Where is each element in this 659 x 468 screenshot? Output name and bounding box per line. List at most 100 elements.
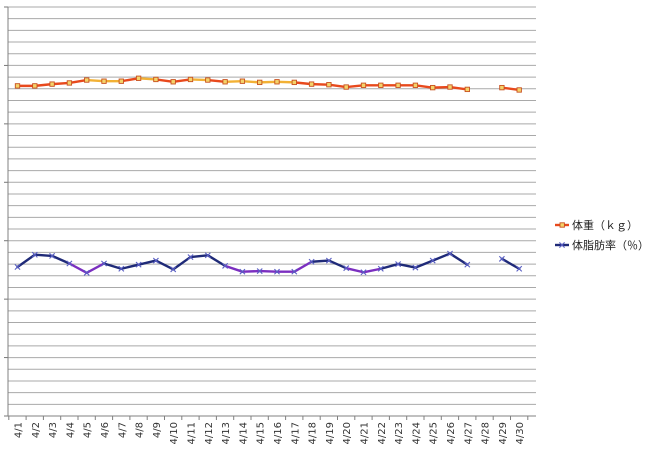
series-segment bbox=[206, 78, 227, 83]
data-point bbox=[274, 79, 280, 85]
x-tick-label: 4/18 bbox=[308, 422, 319, 444]
data-point bbox=[66, 260, 73, 267]
data-point bbox=[204, 252, 211, 259]
series-segment bbox=[85, 78, 106, 83]
legend-label-weight: 体重（ｋｇ） bbox=[572, 218, 638, 232]
x-tick-label: 4/9 bbox=[152, 422, 163, 438]
data-point bbox=[412, 264, 419, 271]
series-segment bbox=[241, 269, 261, 273]
series-segment bbox=[414, 84, 434, 89]
data-point bbox=[49, 252, 56, 259]
x-tick-label: 4/23 bbox=[394, 422, 405, 444]
x-tick-label: 4/5 bbox=[83, 422, 94, 438]
series-segment bbox=[275, 80, 296, 84]
x-tick-label: 4/16 bbox=[273, 422, 284, 444]
data-point bbox=[135, 261, 142, 268]
series-segment bbox=[414, 259, 434, 269]
series-segment bbox=[68, 78, 88, 85]
series-segment bbox=[327, 83, 348, 89]
legend-marker-weight bbox=[559, 222, 565, 228]
series-segment bbox=[171, 255, 192, 271]
x-tick-label: 4/24 bbox=[411, 422, 422, 444]
data-point bbox=[135, 75, 142, 81]
series-segment bbox=[327, 259, 348, 270]
x-tick-label: 4/19 bbox=[325, 422, 336, 444]
data-point bbox=[153, 76, 159, 83]
data-point bbox=[205, 77, 211, 83]
data-point bbox=[378, 82, 384, 88]
data-point bbox=[170, 266, 177, 273]
x-tick-label: 4/22 bbox=[377, 422, 388, 444]
series-segment bbox=[223, 264, 244, 273]
x-tick-label: 4/1 bbox=[14, 422, 25, 438]
x-tick-label: 4/17 bbox=[290, 422, 301, 444]
legend-marker-body-fat bbox=[559, 242, 565, 248]
data-point bbox=[464, 261, 471, 268]
data-point bbox=[291, 268, 298, 275]
series-segment bbox=[120, 263, 140, 270]
legend-item-weight: 体重（ｋｇ） bbox=[555, 218, 638, 232]
data-point bbox=[377, 265, 384, 272]
data-point bbox=[83, 269, 90, 276]
data-point bbox=[187, 76, 194, 83]
data-point bbox=[31, 251, 38, 258]
series-segment bbox=[345, 84, 365, 89]
data-point bbox=[447, 250, 453, 257]
data-point bbox=[308, 258, 315, 265]
data-point bbox=[395, 82, 401, 88]
data-point bbox=[118, 78, 124, 84]
series-segment bbox=[68, 262, 88, 275]
series-segment bbox=[16, 253, 36, 269]
series-segment bbox=[120, 77, 140, 83]
x-tick-label: 4/12 bbox=[204, 422, 215, 444]
series-segment bbox=[258, 269, 279, 273]
series-segment bbox=[448, 85, 469, 91]
series-segment bbox=[206, 254, 227, 268]
series-segment bbox=[85, 262, 106, 275]
data-point bbox=[412, 82, 419, 88]
x-tick-label: 4/4 bbox=[65, 422, 76, 438]
x-tick-label: 4/25 bbox=[429, 422, 440, 444]
data-point bbox=[447, 84, 453, 90]
x-tick-label: 4/3 bbox=[48, 422, 59, 438]
data-point bbox=[498, 255, 505, 262]
x-axis-ticks: 4/1 4/2 4/3 4/4 4/5 4/6 4/7 4/8 4/9 4/10 4/11 4/12 4… bbox=[8, 416, 529, 444]
x-tick-label: 4/28 bbox=[481, 422, 492, 444]
data-point bbox=[343, 84, 349, 90]
data-point bbox=[516, 265, 523, 272]
series-segment bbox=[431, 85, 452, 89]
series-segment bbox=[500, 257, 521, 270]
series-segment bbox=[293, 81, 313, 86]
data-point bbox=[118, 265, 125, 272]
data-point bbox=[499, 84, 505, 91]
series-segment bbox=[258, 80, 279, 84]
x-tick-label: 4/13 bbox=[221, 422, 232, 444]
legend-label-body-fat: 体脂肪率（％） bbox=[572, 238, 649, 252]
data-point bbox=[239, 268, 246, 275]
x-tick-label: 4/20 bbox=[342, 422, 353, 444]
series-segment bbox=[33, 253, 54, 258]
data-point bbox=[291, 79, 297, 86]
series-segment bbox=[189, 254, 210, 259]
series-segment bbox=[154, 78, 175, 83]
series-lines bbox=[14, 75, 523, 276]
data-point bbox=[32, 83, 38, 89]
data-point bbox=[66, 80, 73, 86]
series-segment bbox=[379, 262, 400, 270]
series-segment bbox=[310, 259, 331, 263]
x-tick-label: 4/15 bbox=[256, 422, 267, 444]
series-segment bbox=[362, 267, 382, 274]
data-point bbox=[343, 265, 350, 272]
series-segment bbox=[137, 77, 158, 81]
data-point bbox=[14, 264, 21, 270]
legend: 体重（ｋｇ） 体脂肪率（％） bbox=[555, 218, 649, 252]
x-tick-label: 4/6 bbox=[100, 422, 111, 438]
x-tick-label: 4/21 bbox=[360, 422, 371, 444]
series-segment bbox=[154, 259, 175, 271]
x-tick-label: 4/29 bbox=[498, 422, 509, 444]
series-segment bbox=[345, 266, 365, 274]
data-point bbox=[257, 79, 263, 86]
data-point bbox=[84, 77, 90, 83]
series-segment bbox=[500, 86, 521, 92]
data-point bbox=[360, 269, 367, 276]
